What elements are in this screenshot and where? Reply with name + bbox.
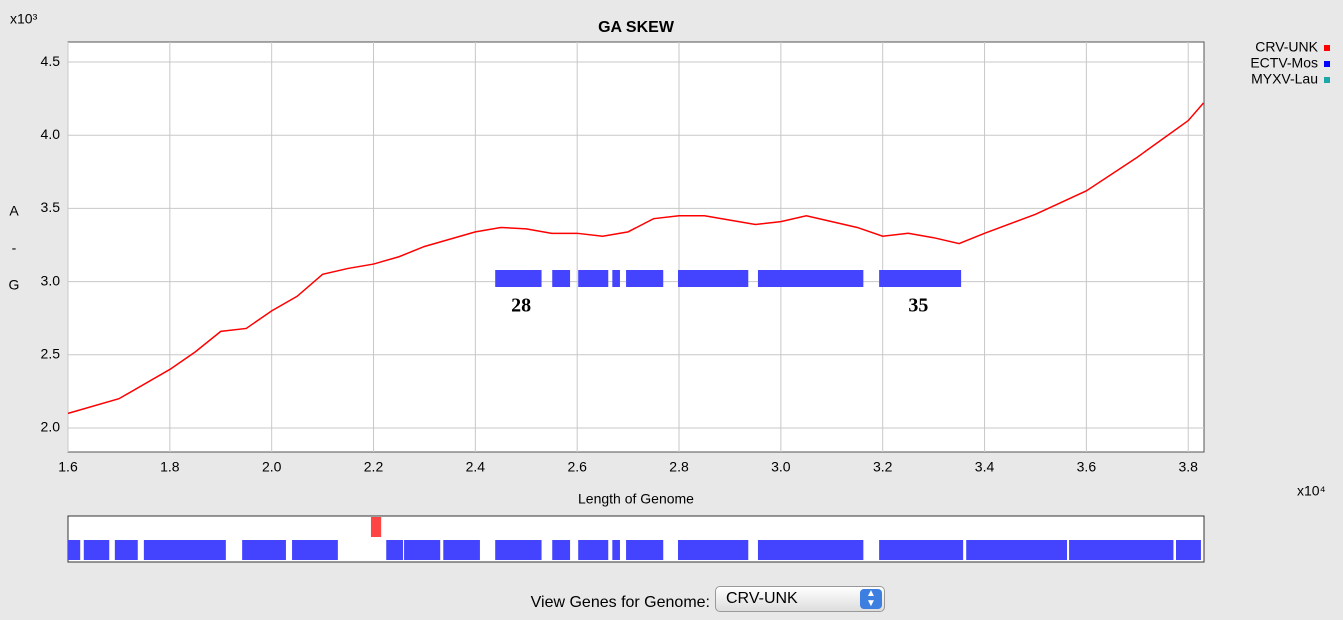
y-tick-label: 4.5 bbox=[41, 53, 61, 69]
track-block bbox=[612, 540, 620, 560]
gene-block bbox=[757, 270, 864, 287]
x-axis-label: Length of Genome bbox=[578, 491, 694, 507]
x-tick-label: 1.8 bbox=[160, 459, 180, 475]
x-scale-label: x10⁴ bbox=[1297, 483, 1326, 499]
y-tick-label: 4.0 bbox=[41, 126, 61, 142]
track-block bbox=[1175, 540, 1201, 560]
plot-area bbox=[67, 41, 1205, 453]
legend-label: MYXV-Lau bbox=[1251, 71, 1318, 87]
y-tick-label: 3.5 bbox=[41, 199, 61, 215]
track-block bbox=[386, 540, 404, 560]
track-highlight bbox=[370, 517, 382, 537]
y-axis-label: G bbox=[9, 277, 20, 293]
track-block bbox=[143, 540, 226, 560]
legend-label: CRV-UNK bbox=[1255, 39, 1318, 55]
track-block bbox=[443, 540, 480, 560]
y-axis-label: - bbox=[12, 240, 17, 256]
x-tick-label: 2.2 bbox=[364, 459, 384, 475]
x-tick-label: 1.6 bbox=[58, 459, 78, 475]
x-tick-label: 3.8 bbox=[1178, 459, 1198, 475]
genome-select[interactable]: CRV-UNK ▲ ▼ bbox=[715, 586, 885, 612]
gene-block bbox=[578, 270, 609, 287]
line bbox=[67, 102, 1205, 415]
track-block bbox=[404, 540, 441, 560]
x-tick-label: 3.4 bbox=[975, 459, 995, 475]
gene-block bbox=[879, 270, 962, 287]
y-axis-label: A bbox=[9, 203, 19, 219]
gene-label: 35 bbox=[908, 295, 928, 317]
x-tick-label: 2.8 bbox=[669, 459, 689, 475]
gene-label: 28 bbox=[511, 295, 531, 317]
track-block bbox=[678, 540, 749, 560]
gene-block bbox=[552, 270, 571, 287]
legend-swatch bbox=[1324, 61, 1330, 67]
gene-block bbox=[626, 270, 664, 287]
gene-block bbox=[678, 270, 749, 287]
legend-label: ECTV-Mos bbox=[1250, 55, 1318, 71]
track-block bbox=[879, 540, 964, 560]
x-tick-label: 3.6 bbox=[1077, 459, 1097, 475]
legend-swatch bbox=[1324, 45, 1330, 51]
y-tick-label: 2.5 bbox=[41, 346, 61, 362]
track-block bbox=[626, 540, 664, 560]
track-block bbox=[83, 540, 110, 560]
select-arrow[interactable]: ▲ ▼ bbox=[860, 589, 882, 609]
track-block bbox=[114, 540, 138, 560]
track-block bbox=[292, 540, 338, 560]
track-block bbox=[757, 540, 864, 560]
legend-swatch bbox=[1324, 77, 1330, 83]
track-block bbox=[1069, 540, 1174, 560]
y-tick-label: 2.0 bbox=[41, 419, 61, 435]
x-tick-label: 2.0 bbox=[262, 459, 282, 475]
track-block bbox=[578, 540, 609, 560]
x-tick-label: 3.2 bbox=[873, 459, 893, 475]
x-tick-label: 2.4 bbox=[466, 459, 486, 475]
track-block bbox=[495, 540, 542, 560]
track-block bbox=[242, 540, 286, 560]
chart: GA SKEW Length of Genome x10³ x10⁴ 2.0 2.… bbox=[9, 11, 1330, 563]
control-label: View Genes for Genome: bbox=[530, 594, 710, 611]
x-tick-label: 2.6 bbox=[567, 459, 587, 475]
chart-title: GA SKEW bbox=[598, 19, 675, 36]
gene-block bbox=[495, 270, 542, 287]
selected-genome: CRV-UNK bbox=[726, 590, 798, 607]
y-tick-label: 3.0 bbox=[41, 272, 61, 288]
track-block bbox=[966, 540, 1068, 560]
y-scale-label: x10³ bbox=[10, 11, 38, 27]
track-block bbox=[552, 540, 571, 560]
track-block bbox=[68, 540, 81, 560]
gene-block bbox=[612, 270, 620, 287]
x-tick-label: 3.0 bbox=[771, 459, 791, 475]
